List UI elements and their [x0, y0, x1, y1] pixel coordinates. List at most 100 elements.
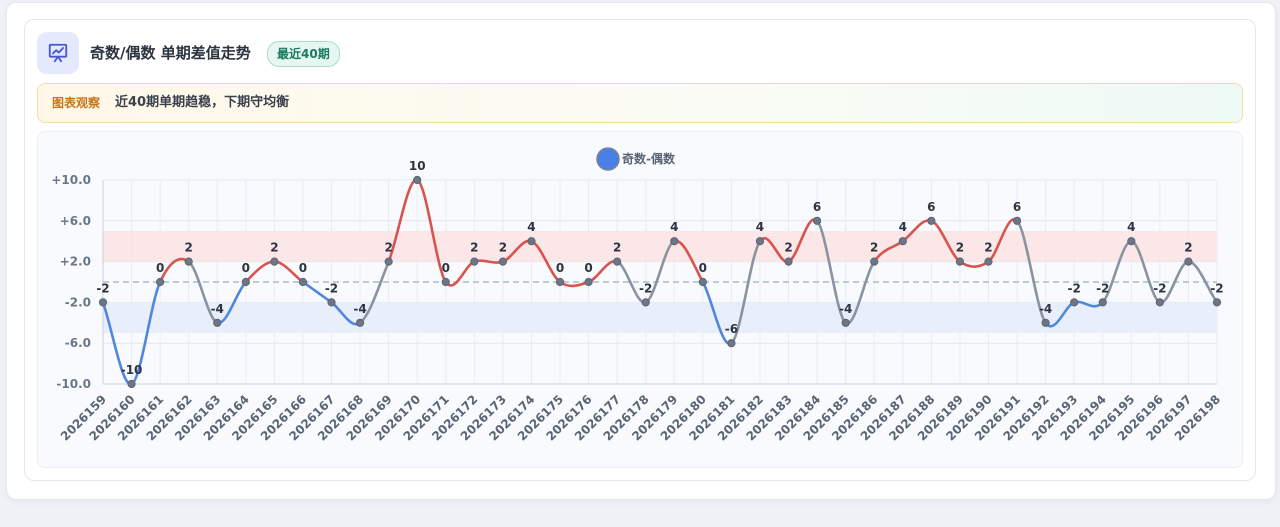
data-point	[527, 237, 536, 246]
chart-icon-box	[37, 32, 79, 74]
data-point	[1098, 298, 1107, 307]
data-point	[584, 277, 593, 287]
data-point	[1212, 298, 1222, 307]
data-label: -4	[211, 302, 224, 316]
data-point	[927, 216, 936, 225]
data-label: -2	[1210, 281, 1223, 295]
data-label: -2	[325, 281, 338, 295]
data-point	[127, 379, 136, 389]
data-point	[613, 257, 622, 266]
data-label: 2	[956, 241, 964, 255]
series-line-segment	[730, 239, 762, 345]
data-point	[670, 237, 679, 246]
data-label: -2	[1068, 281, 1081, 295]
data-point	[1155, 298, 1164, 307]
series-line-segment	[815, 219, 847, 325]
y-tick-label: +2.0	[60, 255, 91, 269]
data-label: -4	[839, 302, 852, 316]
data-label: 0	[584, 261, 592, 275]
data-point	[327, 298, 336, 307]
data-label: -10	[121, 363, 143, 377]
series-line-segment	[958, 260, 990, 268]
data-point	[841, 318, 850, 327]
series-line-segment	[130, 280, 162, 386]
data-label: -2	[1096, 281, 1109, 295]
data-label: 2	[499, 241, 507, 255]
series-line-segment	[158, 257, 190, 284]
data-point	[498, 257, 507, 266]
series-line-segment	[244, 260, 276, 284]
data-point	[270, 257, 279, 266]
data-point	[355, 318, 365, 327]
data-point	[213, 318, 222, 327]
data-label: 0	[442, 261, 450, 275]
data-label: 2	[470, 241, 478, 255]
data-label: 2	[870, 241, 878, 255]
data-label: 6	[1013, 200, 1021, 214]
presentation-chart-icon	[48, 43, 68, 63]
positive-band	[103, 231, 1217, 262]
series-line-segment	[415, 178, 448, 284]
negative-band	[103, 302, 1217, 333]
data-label: -2	[1153, 281, 1166, 295]
data-label: -4	[1039, 302, 1052, 316]
data-point	[1012, 216, 1022, 225]
data-point	[813, 216, 822, 225]
data-point	[727, 339, 736, 348]
data-label: -2	[96, 281, 109, 295]
data-label: 6	[927, 200, 935, 214]
chart-title: 奇数/偶数 单期差值走势	[90, 44, 251, 62]
data-point	[156, 277, 165, 287]
period-badge: 最近40期	[267, 41, 340, 67]
data-label: 2	[270, 241, 278, 255]
data-point	[898, 237, 907, 246]
data-point	[413, 175, 422, 185]
data-label: -4	[353, 302, 366, 316]
data-point	[441, 277, 450, 287]
legend-marker	[596, 147, 620, 171]
data-point	[784, 257, 793, 266]
observation-text: 近40期单期趋稳，下期守均衡	[115, 95, 290, 110]
series-line-segment	[444, 260, 476, 287]
legend-label: 奇数-偶数	[622, 151, 676, 166]
data-point	[98, 298, 108, 307]
data-point	[698, 277, 707, 287]
data-point	[384, 257, 393, 266]
y-tick-label: -6.0	[65, 336, 91, 350]
series-line-segment	[587, 260, 619, 284]
data-point	[298, 277, 308, 287]
data-point	[184, 257, 193, 266]
data-label: 4	[1127, 220, 1135, 234]
y-tick-label: -2.0	[65, 295, 91, 309]
data-point	[1184, 257, 1193, 266]
data-label: -2	[639, 281, 652, 295]
data-label: 4	[670, 220, 678, 234]
data-label: 4	[899, 220, 907, 234]
data-point	[1127, 237, 1136, 246]
data-label: 0	[242, 261, 250, 275]
data-point	[870, 257, 879, 266]
data-label: 10	[409, 159, 426, 173]
series-line-segment	[1015, 219, 1047, 325]
data-label: -6	[725, 322, 738, 336]
data-label: 6	[813, 200, 821, 214]
y-tick-label: +10.0	[51, 173, 91, 187]
observation-label: 图表观察	[52, 96, 101, 110]
data-point	[1041, 318, 1050, 327]
y-tick-label: +6.0	[60, 214, 91, 228]
data-label: 2	[185, 241, 193, 255]
data-label: 4	[527, 220, 535, 234]
data-label: 2	[384, 241, 392, 255]
data-label: 2	[784, 241, 792, 255]
data-label: 0	[556, 261, 564, 275]
data-point	[1070, 298, 1079, 307]
data-point	[755, 237, 765, 246]
data-point	[984, 257, 993, 266]
data-label: 2	[984, 241, 992, 255]
data-point	[955, 257, 965, 266]
data-label: 2	[1184, 241, 1192, 255]
y-tick-label: -10.0	[56, 377, 91, 391]
data-label: 0	[299, 261, 307, 275]
data-point	[470, 257, 479, 266]
